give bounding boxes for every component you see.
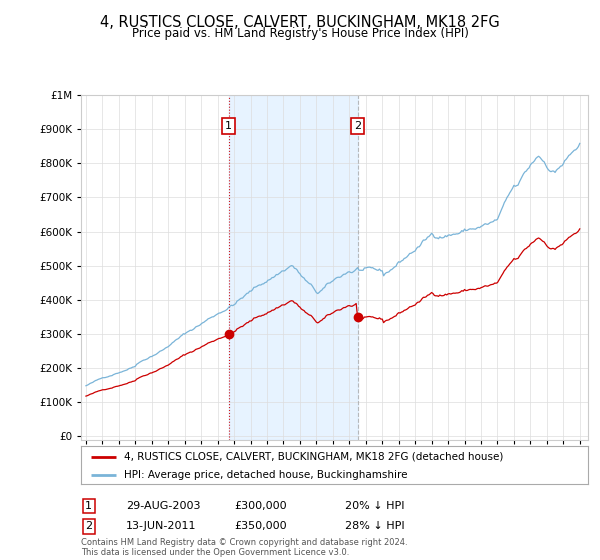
Text: 29-AUG-2003: 29-AUG-2003 [126,501,200,511]
Text: £350,000: £350,000 [234,521,287,531]
Text: 28% ↓ HPI: 28% ↓ HPI [345,521,404,531]
Text: Contains HM Land Registry data © Crown copyright and database right 2024.
This d: Contains HM Land Registry data © Crown c… [81,538,407,557]
Bar [229,95,358,440]
Text: 4, RUSTICS CLOSE, CALVERT, BUCKINGHAM, MK18 2FG: 4, RUSTICS CLOSE, CALVERT, BUCKINGHAM, M… [100,15,500,30]
Text: 1: 1 [85,501,92,511]
Text: HPI: Average price, detached house, Buckinghamshire: HPI: Average price, detached house, Buck… [124,470,407,480]
Text: 4, RUSTICS CLOSE, CALVERT, BUCKINGHAM, MK18 2FG (detached house): 4, RUSTICS CLOSE, CALVERT, BUCKINGHAM, M… [124,452,503,462]
Text: £300,000: £300,000 [234,501,287,511]
Text: 2: 2 [85,521,92,531]
Text: 1: 1 [225,121,232,131]
Text: Price paid vs. HM Land Registry's House Price Index (HPI): Price paid vs. HM Land Registry's House … [131,27,469,40]
Text: 13-JUN-2011: 13-JUN-2011 [126,521,197,531]
Text: 2: 2 [354,121,361,131]
Text: 20% ↓ HPI: 20% ↓ HPI [345,501,404,511]
